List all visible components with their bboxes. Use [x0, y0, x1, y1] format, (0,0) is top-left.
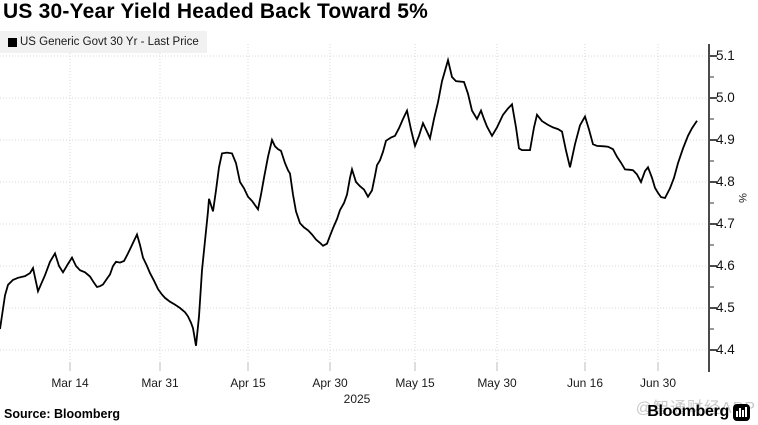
- y-axis-label: 5.0: [716, 90, 735, 105]
- x-axis-label: Apr 15: [230, 376, 266, 390]
- x-axis-label: Mar 14: [51, 376, 89, 390]
- watermark-text: @智通财经APP: [635, 400, 756, 417]
- y-axis-label: 4.6: [716, 258, 735, 273]
- y-axis-label: 4.9: [716, 132, 735, 147]
- y-axis-label: 4.5: [716, 300, 735, 315]
- y-axis-label: 4.4: [716, 342, 735, 357]
- x-axis-label: Jun 30: [639, 376, 677, 390]
- y-axis-label: 4.8: [716, 174, 735, 189]
- legend-label: US Generic Govt 30 Yr - Last Price: [20, 36, 199, 48]
- y-axis-label: 4.7: [716, 216, 735, 231]
- y-axis-unit-label: %: [735, 193, 748, 203]
- bloomberg-wordmark: Bloomberg: [647, 403, 729, 420]
- x-axis-label: May 15: [395, 376, 435, 390]
- yield-line-series: [0, 56, 698, 346]
- source-credit: Source: Bloomberg: [4, 407, 120, 421]
- bloomberg-logo: Bloomberg: [647, 403, 750, 421]
- legend: US Generic Govt 30 Yr - Last Price: [0, 31, 207, 53]
- x-axis-label: Apr 30: [312, 376, 348, 390]
- x-axis-year-label: 2025: [343, 392, 371, 406]
- x-axis-label: Mar 31: [141, 376, 179, 390]
- legend-marker-icon: [8, 37, 17, 47]
- page-title: US 30-Year Yield Headed Back Toward 5%: [3, 0, 429, 23]
- bloomberg-terminal-icon: [733, 403, 750, 421]
- x-axis-label: May 30: [477, 376, 517, 390]
- y-axis-label: 5.1: [716, 48, 735, 63]
- x-axis-label: Jun 16: [566, 376, 604, 390]
